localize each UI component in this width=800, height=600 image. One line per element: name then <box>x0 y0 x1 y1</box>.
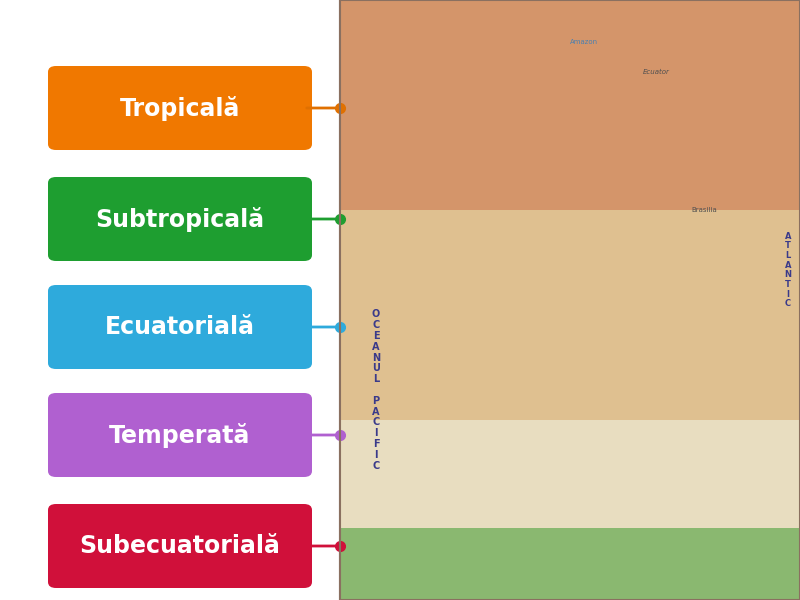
FancyBboxPatch shape <box>340 210 800 420</box>
FancyBboxPatch shape <box>340 0 800 600</box>
FancyBboxPatch shape <box>48 285 312 369</box>
Text: Amazon: Amazon <box>570 39 598 45</box>
Text: Temperată: Temperată <box>110 422 250 448</box>
FancyBboxPatch shape <box>48 393 312 477</box>
FancyBboxPatch shape <box>340 0 800 210</box>
FancyBboxPatch shape <box>48 66 312 150</box>
Text: Brasilia: Brasilia <box>691 207 717 213</box>
Text: Ecuator: Ecuator <box>642 69 670 75</box>
Text: Tropicală: Tropicală <box>120 95 240 121</box>
Text: A
T
L
A
N
T
I
C: A T L A N T I C <box>785 232 791 308</box>
FancyBboxPatch shape <box>48 504 312 588</box>
FancyBboxPatch shape <box>340 420 800 528</box>
Text: Subtropicală: Subtropicală <box>95 206 265 232</box>
Text: Ecuatorială: Ecuatorială <box>105 315 255 339</box>
FancyBboxPatch shape <box>48 177 312 261</box>
FancyBboxPatch shape <box>340 528 800 600</box>
Text: O
C
E
A
N
U
L
 
P
A
C
I
F
I
C: O C E A N U L P A C I F I C <box>372 310 380 470</box>
Text: Subecuatorială: Subecuatorială <box>79 534 281 558</box>
